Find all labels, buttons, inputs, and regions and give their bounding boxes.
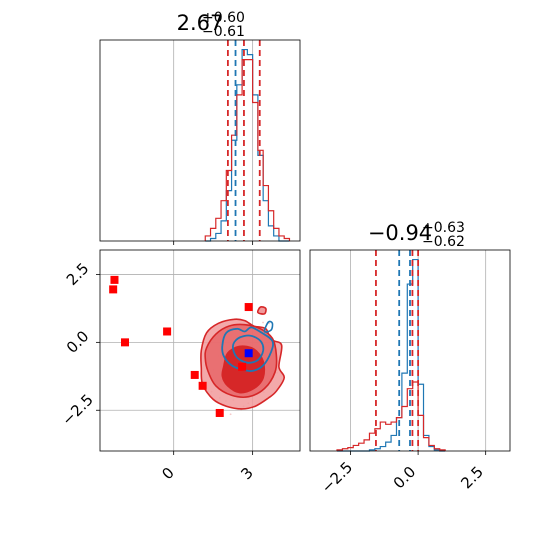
joint-marker-red-1 [109,285,118,294]
hist-y-x-tick-label-0: −2.5 [318,458,356,496]
hist-x-ticks [173,241,254,245]
joint-contours [200,306,285,410]
joint-y-tick-label-1: 0.0 [63,327,93,357]
joint-marker-red-5 [198,381,207,390]
hist-y-series-red [336,381,446,451]
joint-marker-red-8 [244,303,253,312]
hist-x-panel: 2.67 +0.60 −0.61 [99,10,301,245]
hist-y-panel: −2.5 0.0 2.5 −0.94 +0.63 −0.62 [309,220,511,497]
joint-x-tick-label-0: 0 [158,464,177,483]
joint-sample-point [229,413,232,416]
joint-contour-red-small [256,306,267,315]
hist-x-series-red [204,59,291,241]
joint-markers [109,275,253,417]
hist-x-series-blue [205,48,290,242]
joint-contour-blue-inner [231,334,265,364]
hist-y-title-sub: −0.62 [422,234,465,250]
joint-sample-point [262,321,264,324]
joint-marker-red-7 [238,362,247,371]
hist-y-title-main: −0.94 [368,221,432,245]
joint-x-tick-label-1: 3 [237,464,256,483]
joint-frame [99,249,301,452]
hist-x-quantile-lines [226,40,261,241]
joint-contour-blue-small [263,320,274,333]
hist-x-title-main: 2.67 [177,11,224,35]
hist-y-x-tick-label-2: 2.5 [457,463,487,493]
joint-panel: 0 3 2.5 0.0 −2.5 [58,249,301,483]
joint-marker-red-6 [215,408,224,417]
hist-y-ticks: −2.5 0.0 2.5 [318,451,487,497]
hist-y-quantile-lines [375,250,420,451]
hist-y-frame [309,249,511,452]
joint-marker-red-4 [190,370,199,379]
hist-x-histograms [204,48,291,242]
joint-marker-blue [244,349,253,358]
joint-marker-red-3 [163,327,172,336]
hist-y-title: −0.94 [368,221,432,245]
joint-marker-red-2 [121,338,129,347]
hist-x-title-sup: +0.60 [202,10,245,26]
hist-x-grid [173,40,254,241]
joint-contour-blue-outer [221,326,274,373]
hist-x-title: 2.67 [177,11,224,35]
hist-y-title-sup: +0.63 [422,220,465,236]
hist-x-title-sub: −0.61 [202,24,245,40]
joint-marker-red-0 [110,275,119,284]
joint-y-tick-label-0: 2.5 [63,259,93,289]
joint-y-tick-label-2: −2.5 [58,391,96,429]
hist-y-x-tick-label-1: 0.0 [390,463,420,493]
hist-x-frame [99,39,301,242]
hist-y-histograms [336,258,446,452]
